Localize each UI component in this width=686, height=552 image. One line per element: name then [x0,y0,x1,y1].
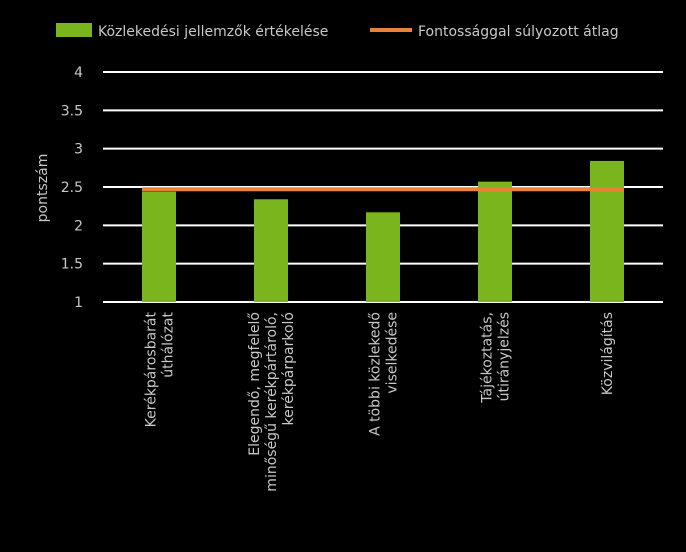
bar [478,181,512,302]
x-category-label: Közvilágítás [600,312,616,395]
x-category-label-line: útirányjelzés [497,312,513,401]
x-category-label: A többi közlekedő viselkedése [368,312,401,436]
y-tick-label: 2.5 [61,180,83,196]
y-tick-label: 4 [74,65,83,81]
x-category-label: Tájékoztatás, útirányjelzés [480,312,513,404]
x-category-label-line: viselkedése [385,312,401,394]
y-tick-label: 3 [74,142,83,158]
x-category-label-line: Közvilágítás [600,312,616,395]
bar [590,160,624,302]
bar-series [142,160,624,302]
x-axis-category-labels: Kerékpárosbarát úthálózat Elegendő, megfel… [144,311,617,491]
legend-label-bars: Közlekedési jellemzők értékelése [98,24,328,40]
legend-label-line: Fontossággal súlyozott átlag [418,24,619,40]
y-tick-label: 3.5 [61,103,83,119]
legend: Közlekedési jellemzők értékelése Fontoss… [56,23,619,40]
x-category-label-line: Kerékpárosbarát [144,312,160,428]
x-category-label: Elegendő, megfelelő minőségű kerékpártáro… [247,312,297,492]
bar [366,212,400,302]
bar [254,199,288,302]
y-tick-label: 2 [74,218,83,234]
y-axis-title: pontszám [35,154,51,223]
x-category-label-line: Tájékoztatás, [480,312,496,404]
y-axis-ticks: 1 1.5 2 2.5 3 3.5 4 [61,65,83,311]
x-category-label-line: úthálózat [161,311,177,377]
x-category-label-line: A többi közlekedő [368,312,384,436]
x-category-label-line: minőségű kerékpártároló, [264,312,280,492]
y-tick-label: 1.5 [61,257,83,273]
x-category-label-line: Elegendő, megfelelő [247,312,263,456]
x-category-label: Kerékpárosbarát úthálózat [144,311,177,427]
x-category-label-line: kerékpárparkoló [281,312,297,425]
bar [142,191,176,302]
legend-swatch-bars [56,23,92,37]
y-tick-label: 1 [74,295,83,311]
